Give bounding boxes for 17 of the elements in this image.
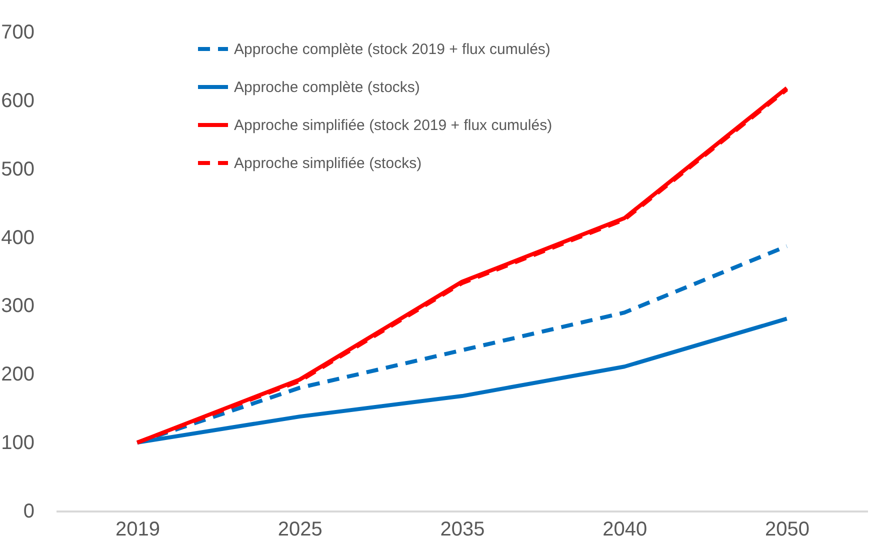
legend-label: Approche complète (stocks) bbox=[234, 79, 420, 96]
y-tick-label: 500 bbox=[1, 158, 34, 180]
legend-label: Approche complète (stock 2019 + flux cumulés) bbox=[234, 41, 550, 58]
y-tick-label: 100 bbox=[1, 432, 34, 454]
y-tick-label: 400 bbox=[1, 226, 34, 249]
y-tick-label: 700 bbox=[1, 22, 34, 44]
y-tick-label: 300 bbox=[1, 295, 34, 318]
legend-label: Approche simplifiée (stock 2019 + flux cumulés) bbox=[234, 117, 552, 134]
y-tick-label: 0 bbox=[23, 500, 34, 522]
x-tick-label: 2050 bbox=[765, 518, 810, 540]
x-tick-label: 2025 bbox=[278, 518, 322, 540]
y-tick-label: 200 bbox=[1, 364, 34, 386]
y-tick-label: 600 bbox=[1, 90, 34, 112]
x-tick-label: 2035 bbox=[440, 518, 485, 540]
x-tick-label: 2019 bbox=[115, 518, 160, 540]
legend-label: Approche simplifiée (stocks) bbox=[234, 155, 422, 172]
x-tick-label: 2040 bbox=[602, 518, 648, 540]
